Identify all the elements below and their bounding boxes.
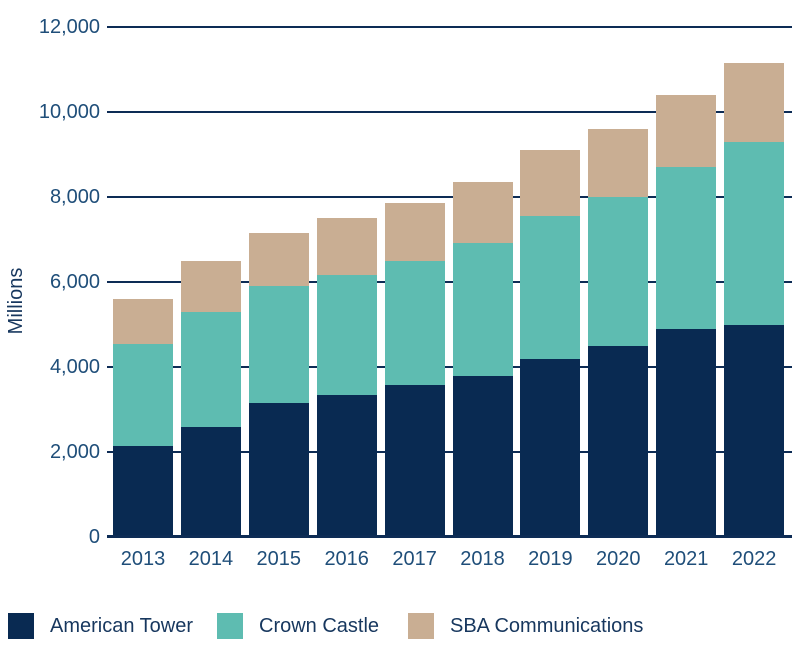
x-tick-label-2020: 2020 bbox=[596, 548, 641, 570]
bar-segment-2017-sba-communications bbox=[384, 203, 445, 261]
bar-2021 bbox=[656, 27, 717, 537]
x-tick-label-2022: 2022 bbox=[731, 548, 777, 570]
legend-item-american-tower: American Tower bbox=[8, 612, 193, 640]
bar-segment-2021-crown-castle bbox=[656, 167, 717, 329]
bar-segment-2015-sba-communications bbox=[248, 233, 309, 287]
bar-segment-2021-american-tower bbox=[656, 328, 717, 537]
bar-2022 bbox=[724, 27, 785, 537]
x-tick-label-2021: 2021 bbox=[663, 548, 709, 570]
bar-segment-2020-sba-communications bbox=[588, 129, 649, 197]
y-tick-label-0: 0 bbox=[88, 526, 100, 548]
legend-item-crown-castle: Crown Castle bbox=[217, 612, 379, 640]
x-tick-label-2013: 2013 bbox=[120, 548, 166, 570]
x-tick-label-2017: 2017 bbox=[392, 548, 437, 570]
gridline-4000 bbox=[107, 366, 792, 368]
y-tick-label-6000: 6,000 bbox=[49, 271, 100, 293]
plot-area bbox=[107, 26, 792, 538]
legend-label: American Tower bbox=[50, 614, 194, 637]
x-tick-label-2019: 2019 bbox=[528, 548, 573, 570]
y-axis-title: Millions bbox=[5, 267, 27, 335]
x-tick-label-2016: 2016 bbox=[324, 548, 369, 570]
y-tick-label-2000: 2,000 bbox=[49, 441, 100, 463]
bar-segment-2013-sba-communications bbox=[113, 299, 173, 344]
bar-segment-2016-american-tower bbox=[316, 394, 377, 537]
bar-segment-2022-sba-communications bbox=[724, 63, 785, 142]
bar-2015 bbox=[248, 27, 309, 537]
bar-segment-2022-crown-castle bbox=[724, 141, 785, 325]
bar-segment-2018-crown-castle bbox=[452, 242, 513, 376]
legend-swatch-icon bbox=[408, 613, 434, 639]
bar-2019 bbox=[520, 27, 581, 537]
bar-segment-2015-crown-castle bbox=[248, 286, 309, 404]
y-tick-label-10000: 10,000 bbox=[38, 101, 100, 123]
bar-segment-2015-american-tower bbox=[248, 403, 309, 537]
bar-2013 bbox=[113, 27, 173, 537]
bar-segment-2020-american-tower bbox=[588, 345, 649, 537]
bar-segment-2020-crown-castle bbox=[588, 197, 649, 346]
bar-2017 bbox=[384, 27, 445, 537]
bar-segment-2013-crown-castle bbox=[113, 343, 173, 446]
bar-segment-2016-sba-communications bbox=[316, 218, 377, 275]
bar-segment-2019-american-tower bbox=[520, 358, 581, 537]
bar-segment-2021-sba-communications bbox=[656, 95, 717, 168]
bar-segment-2013-american-tower bbox=[113, 445, 173, 537]
legend-label: SBA Communications bbox=[450, 614, 644, 637]
bar-segment-2016-crown-castle bbox=[316, 274, 377, 395]
gridline-2000 bbox=[107, 451, 792, 453]
bar-segment-2014-sba-communications bbox=[180, 260, 241, 312]
bar-segment-2017-crown-castle bbox=[384, 260, 445, 386]
legend-swatch-icon bbox=[8, 613, 34, 639]
gridline-10000 bbox=[107, 111, 792, 113]
bar-segment-2017-american-tower bbox=[384, 385, 445, 537]
legend-swatch-icon bbox=[217, 613, 243, 639]
bar-segment-2018-american-tower bbox=[452, 375, 513, 537]
bar-segment-2014-american-tower bbox=[180, 426, 241, 537]
x-axis-line bbox=[107, 535, 792, 538]
bar-segment-2014-crown-castle bbox=[180, 311, 241, 427]
bar-segment-2019-crown-castle bbox=[520, 216, 581, 359]
gridline-6000 bbox=[107, 281, 792, 283]
bar-2020 bbox=[588, 27, 649, 537]
bar-segment-2018-sba-communications bbox=[452, 182, 513, 243]
y-tick-label-8000: 8,000 bbox=[49, 186, 100, 208]
legend-label: Crown Castle bbox=[259, 614, 380, 637]
bar-2016 bbox=[316, 27, 377, 537]
y-tick-label-4000: 4,000 bbox=[49, 356, 100, 378]
x-tick-label-2014: 2014 bbox=[188, 548, 234, 570]
y-tick-label-12000: 12,000 bbox=[38, 16, 100, 38]
gridline-12000 bbox=[107, 26, 792, 28]
legend-item-sba-communications: SBA Communications bbox=[408, 612, 643, 640]
bar-segment-2019-sba-communications bbox=[520, 150, 581, 217]
x-tick-label-2015: 2015 bbox=[256, 548, 302, 570]
bar-2014 bbox=[180, 27, 241, 537]
bar-2018 bbox=[452, 27, 513, 537]
bar-segment-2022-american-tower bbox=[724, 324, 785, 537]
x-tick-label-2018: 2018 bbox=[460, 548, 505, 570]
gridline-8000 bbox=[107, 196, 792, 198]
